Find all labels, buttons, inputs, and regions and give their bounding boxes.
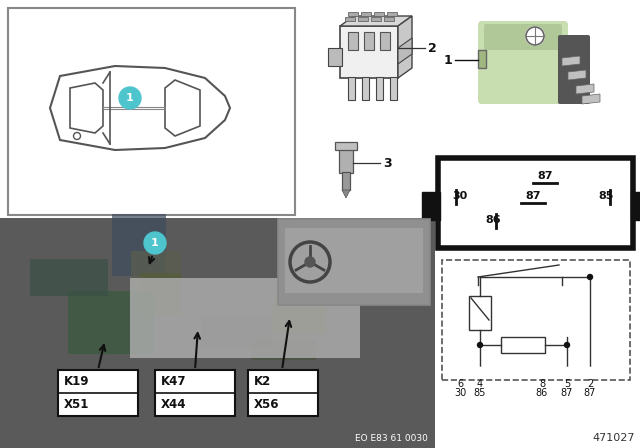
Bar — [112, 214, 166, 276]
Bar — [376, 77, 383, 100]
Bar — [387, 12, 397, 16]
Bar — [201, 317, 273, 348]
Circle shape — [476, 367, 484, 376]
Bar — [362, 77, 369, 100]
FancyBboxPatch shape — [478, 21, 568, 104]
Polygon shape — [398, 16, 412, 78]
Bar — [58, 370, 138, 416]
Circle shape — [563, 367, 572, 376]
Polygon shape — [576, 84, 594, 94]
Bar — [251, 339, 316, 360]
Text: EO E83 61 0030: EO E83 61 0030 — [355, 434, 428, 443]
Circle shape — [588, 275, 593, 280]
FancyBboxPatch shape — [484, 24, 562, 50]
Polygon shape — [562, 56, 580, 66]
Bar — [335, 142, 357, 150]
Bar — [131, 251, 181, 294]
Bar — [422, 192, 440, 220]
Text: 30: 30 — [452, 191, 468, 201]
Bar — [348, 32, 358, 50]
Circle shape — [119, 87, 141, 109]
Polygon shape — [568, 70, 586, 80]
Text: 86: 86 — [485, 215, 501, 225]
Bar — [339, 145, 353, 173]
Circle shape — [586, 367, 595, 376]
Bar — [328, 48, 342, 66]
Text: X56: X56 — [254, 398, 280, 411]
Text: 2: 2 — [587, 379, 593, 389]
Bar — [0, 218, 435, 448]
Bar — [68, 291, 154, 354]
Circle shape — [538, 367, 547, 376]
Bar — [155, 370, 235, 416]
Bar — [285, 228, 423, 293]
Bar — [469, 296, 491, 330]
Bar — [361, 12, 371, 16]
Text: 85: 85 — [474, 388, 486, 398]
Bar — [364, 32, 374, 50]
Text: K2: K2 — [254, 375, 271, 388]
Text: 6: 6 — [457, 379, 463, 389]
Text: 4: 4 — [477, 379, 483, 389]
Bar — [501, 337, 545, 353]
Text: 87: 87 — [525, 191, 541, 201]
Bar — [340, 26, 398, 78]
Polygon shape — [340, 16, 412, 26]
Bar — [631, 192, 640, 220]
Text: 2: 2 — [428, 42, 436, 55]
Text: 1: 1 — [151, 238, 159, 248]
Bar — [8, 8, 295, 215]
Circle shape — [526, 27, 544, 45]
Text: 85: 85 — [598, 191, 614, 201]
Bar — [273, 298, 326, 334]
Text: 87: 87 — [584, 388, 596, 398]
Bar — [345, 17, 355, 21]
Bar — [384, 17, 394, 21]
Polygon shape — [582, 94, 600, 104]
Bar — [380, 32, 390, 50]
Text: 30: 30 — [454, 388, 466, 398]
Text: 1: 1 — [444, 53, 452, 66]
Bar — [342, 172, 350, 190]
Text: 86: 86 — [536, 388, 548, 398]
Text: 8: 8 — [539, 379, 545, 389]
Text: 3: 3 — [383, 156, 392, 169]
Bar — [478, 50, 486, 68]
Bar — [140, 273, 181, 316]
Text: K19: K19 — [64, 375, 90, 388]
Polygon shape — [398, 38, 412, 64]
Bar — [348, 12, 358, 16]
Text: 1: 1 — [126, 93, 134, 103]
Text: K47: K47 — [161, 375, 186, 388]
Bar — [374, 12, 384, 16]
Text: 471027: 471027 — [593, 433, 635, 443]
Bar — [358, 17, 368, 21]
Bar — [348, 77, 355, 100]
Circle shape — [305, 257, 315, 267]
Text: 5: 5 — [564, 379, 570, 389]
Circle shape — [144, 232, 166, 254]
Text: X44: X44 — [161, 398, 186, 411]
Bar — [438, 158, 633, 248]
Text: 87: 87 — [561, 388, 573, 398]
Bar — [371, 17, 381, 21]
Text: X51: X51 — [64, 398, 90, 411]
Text: 87: 87 — [537, 171, 553, 181]
Bar — [278, 219, 430, 305]
Circle shape — [456, 367, 465, 376]
Bar — [248, 370, 318, 416]
Bar — [130, 278, 360, 358]
Bar — [390, 77, 397, 100]
Circle shape — [564, 343, 570, 348]
FancyBboxPatch shape — [558, 35, 590, 104]
Bar — [30, 259, 108, 296]
Bar — [442, 260, 630, 380]
Polygon shape — [342, 190, 350, 198]
Circle shape — [477, 343, 483, 348]
